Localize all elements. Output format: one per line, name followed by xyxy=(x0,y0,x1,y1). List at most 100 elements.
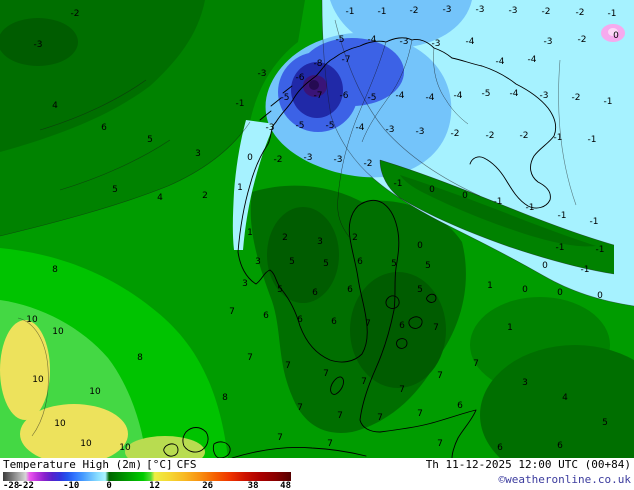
temp-value-label: -1 xyxy=(346,7,355,17)
temp-value-label: 6 xyxy=(297,315,303,325)
temp-value-label: -4 xyxy=(466,37,475,47)
temp-value-label: 3 xyxy=(242,279,248,289)
temp-value-label: 7 xyxy=(337,411,343,421)
temp-value-label: 3 xyxy=(522,378,528,388)
temp-value-label: -2 xyxy=(486,131,495,141)
temp-value-label: 10 xyxy=(89,387,101,397)
temp-value-label: 6 xyxy=(357,257,363,267)
temp-value-label: 7 xyxy=(377,413,383,423)
temp-value-label: -2 xyxy=(578,35,587,45)
temp-value-label: 0 xyxy=(417,241,423,251)
colorbar-tick-label: -22 xyxy=(17,481,34,490)
colorbar-tick-label: 26 xyxy=(202,481,214,490)
region-nw-deep-green xyxy=(0,18,78,66)
temp-value-label: 7 xyxy=(277,433,283,443)
temp-value-label: 6 xyxy=(312,288,318,298)
temp-value-label: 5 xyxy=(602,418,608,428)
temp-value-label: -5 xyxy=(326,121,335,131)
temp-value-label: -2 xyxy=(520,131,529,141)
temp-value-label: 5 xyxy=(323,259,329,269)
temp-value-label: -3 xyxy=(416,127,425,137)
temp-value-label: 6 xyxy=(347,285,353,295)
coastlines xyxy=(163,37,557,458)
colorbar-tick-label: -28 xyxy=(3,481,20,490)
temp-value-label: -2 xyxy=(71,9,80,19)
temp-value-label: 0 xyxy=(522,285,528,295)
temp-value-label: 8 xyxy=(137,353,143,363)
temp-value-label: -3 xyxy=(258,69,267,79)
temp-value-label: -1 xyxy=(581,265,590,275)
temp-value-label: 7 xyxy=(327,439,333,449)
temp-value-label: -2 xyxy=(364,159,373,169)
temp-value-label: -4 xyxy=(454,91,463,101)
temp-value-label: 7 xyxy=(473,359,479,369)
temp-value-label: -1 xyxy=(494,197,503,207)
region-se-darker-green xyxy=(480,345,634,458)
temp-value-label: -3 xyxy=(432,39,441,49)
coast-baltic xyxy=(237,199,477,458)
temp-value-label: -3 xyxy=(304,153,313,163)
datetime-label: Th 11-12-2025 12:00 UTC (00+84) xyxy=(425,458,631,471)
temp-value-label: 0 xyxy=(557,288,563,298)
temp-value-label: 0 xyxy=(462,191,468,201)
temp-value-label: -4 xyxy=(396,91,405,101)
temp-value-label: 0 xyxy=(542,261,548,271)
coast-denmark-3 xyxy=(163,443,179,457)
temp-value-label: -2 xyxy=(542,7,551,17)
temp-value-label: 7 xyxy=(323,369,329,379)
temp-value-label: -3 xyxy=(266,123,275,133)
temp-value-label: -4 xyxy=(496,57,505,67)
temp-value-label: 7 xyxy=(229,307,235,317)
temp-value-label: -1 xyxy=(378,7,387,17)
temp-value-label: 2 xyxy=(282,233,288,243)
product-name: Temperature High (2m) xyxy=(3,458,143,471)
isoline-contours xyxy=(0,0,634,437)
temp-value-label: 0 xyxy=(613,31,619,41)
temp-value-label: -1 xyxy=(588,135,597,145)
colorbar-tick-label: 0 xyxy=(106,481,112,490)
temp-value-label: 10 xyxy=(26,315,38,325)
region-yellow-warm-1 xyxy=(0,320,50,420)
temp-value-label: -4 xyxy=(528,55,537,65)
temp-value-label: 5 xyxy=(147,135,153,145)
temp-value-label: 6 xyxy=(497,443,503,453)
temp-value-label: 1 xyxy=(507,323,513,333)
coast-south-baltic xyxy=(231,447,367,458)
temp-value-label: -7 xyxy=(314,91,323,101)
temp-value-label: -2 xyxy=(572,93,581,103)
temp-value-label: -1 xyxy=(526,203,535,213)
temp-value-label: 5 xyxy=(425,261,431,271)
temp-value-label: -6 xyxy=(296,73,305,83)
temp-value-label: -8 xyxy=(314,59,323,69)
coast-gotland xyxy=(330,376,344,395)
temp-value-label: 2 xyxy=(202,191,208,201)
temp-value-label: 6 xyxy=(263,311,269,321)
temp-value-label: 3 xyxy=(255,257,261,267)
colorbar-scale-labels: -28 -22 -10 0 12 26 38 48 xyxy=(3,481,295,490)
model-label: CFS xyxy=(176,458,197,471)
temp-value-label: -6 xyxy=(340,91,349,101)
temp-value-label: 4 xyxy=(562,393,568,403)
temp-value-label: 7 xyxy=(417,409,423,419)
temp-value-label: -3 xyxy=(544,37,553,47)
temp-value-label: 0 xyxy=(247,153,253,163)
temp-value-label: -4 xyxy=(426,93,435,103)
country-borders xyxy=(337,39,469,239)
temp-value-label: 10 xyxy=(32,375,44,385)
temperature-map: -2 -1 -1 -2 -3 -3 -3 -2 -2 -1-3 -5 -4 -3 -3 -4 -3 -2 0-3-… xyxy=(0,0,634,458)
colorbar-tick-label: 12 xyxy=(149,481,160,490)
temp-value-label: 4 xyxy=(52,101,58,111)
colorbar-wrap: -28 -22 -10 0 12 26 38 48 xyxy=(3,472,295,490)
temp-value-label: -3 xyxy=(540,91,549,101)
temp-value-label: -3 xyxy=(400,37,409,47)
temp-value-label: 10 xyxy=(119,443,131,453)
temp-value-label: 7 xyxy=(361,377,367,387)
temp-value-label: 10 xyxy=(80,439,92,449)
temp-value-label: 8 xyxy=(222,393,228,403)
temp-value-label: 1 xyxy=(237,183,243,193)
temp-value-label: -3 xyxy=(386,125,395,135)
temperature-colorbar xyxy=(3,472,291,481)
colorbar-tick-label: 48 xyxy=(280,481,291,490)
region-yellow-warm-2 xyxy=(20,404,128,458)
temp-value-label: 5 xyxy=(112,185,118,195)
